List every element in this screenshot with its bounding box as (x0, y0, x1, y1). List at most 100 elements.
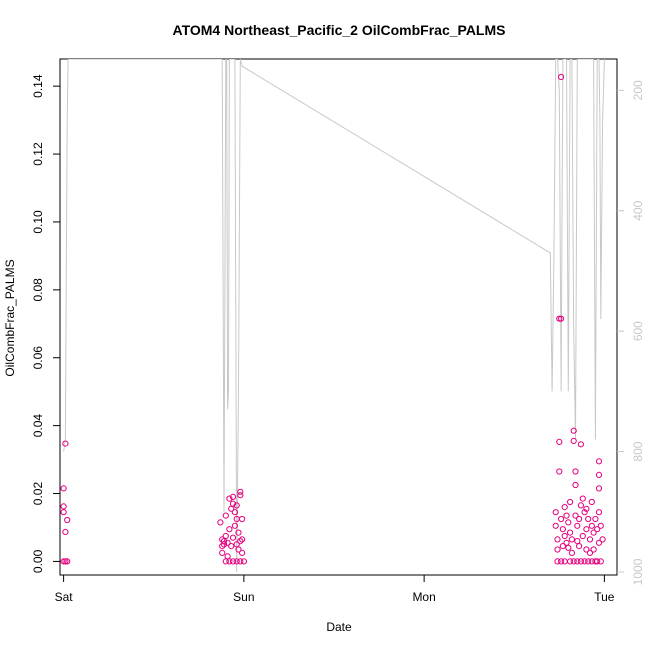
data-point (595, 539, 603, 546)
data-point (595, 458, 603, 465)
data-point (556, 438, 563, 445)
data-point (233, 502, 240, 509)
data-point (237, 558, 244, 565)
data-point (577, 441, 585, 448)
data-point (570, 437, 577, 444)
data-point (561, 504, 568, 511)
data-point (224, 553, 231, 560)
x-axis-label: Date (326, 620, 352, 634)
data-point (558, 558, 565, 565)
data-point (222, 512, 229, 519)
data-point (233, 558, 240, 565)
data-point (563, 512, 570, 519)
x-tick-label: Tue (594, 590, 615, 604)
data-point (229, 534, 237, 541)
data-point (565, 519, 572, 526)
data-point (552, 509, 559, 516)
data-point (570, 427, 577, 434)
data-point (568, 549, 576, 557)
right-tick-label: 400 (631, 200, 645, 220)
data-point (60, 503, 67, 510)
data-point (586, 536, 594, 543)
x-tick-label: Sat (55, 590, 74, 604)
data-point (583, 546, 590, 553)
data-point (577, 502, 585, 509)
data-point (561, 532, 568, 540)
data-point (220, 541, 228, 548)
data-point (583, 505, 590, 512)
data-point (558, 73, 565, 81)
data-point (599, 536, 606, 543)
data-point (594, 526, 601, 533)
y-tick-label: 0.02 (31, 482, 45, 506)
data-point (231, 509, 238, 516)
data-point (558, 315, 565, 322)
data-point (590, 529, 597, 536)
data-point (579, 495, 586, 502)
data-point (239, 536, 246, 543)
data-point (226, 558, 233, 565)
data-point (62, 558, 69, 565)
x-tick-label: Sun (233, 590, 254, 604)
data-point (554, 558, 561, 565)
secondary-series-line (63, 59, 605, 573)
y-tick-label: 0.04 (31, 414, 45, 438)
data-point (235, 546, 242, 553)
plot-frame (59, 58, 618, 576)
x-tick-label: Mon (412, 590, 435, 604)
data-point (561, 558, 568, 565)
data-point (567, 558, 574, 565)
data-point (597, 522, 604, 529)
chart-title: ATOM4 Northeast_Pacific_2 OilCombFrac_PA… (173, 22, 506, 38)
data-point (226, 526, 233, 533)
data-point (554, 546, 561, 553)
data-point (229, 493, 237, 500)
data-point (240, 558, 247, 565)
data-point (595, 485, 603, 492)
data-point (574, 538, 581, 545)
data-point (239, 515, 246, 523)
data-point (64, 558, 71, 565)
data-point (592, 515, 599, 523)
data-point (219, 549, 226, 557)
data-point (231, 522, 238, 529)
data-point (567, 498, 574, 506)
data-point (229, 558, 237, 565)
y-tick-label: 0.00 (31, 549, 45, 573)
data-point (590, 546, 597, 553)
data-point (574, 558, 581, 565)
data-point (588, 522, 595, 529)
data-point (576, 515, 583, 523)
data-point (559, 543, 567, 550)
data-point (229, 500, 237, 507)
data-point (585, 558, 592, 565)
data-point (588, 498, 595, 506)
data-point (224, 539, 231, 546)
data-point (556, 468, 563, 475)
data-point (572, 481, 579, 489)
data-point (60, 509, 67, 516)
data-point (235, 529, 242, 536)
data-point (60, 558, 67, 565)
right-tick-label: 1000 (631, 558, 645, 585)
data-point (594, 558, 601, 565)
y-tick-label: 0.10 (31, 210, 45, 234)
data-point (568, 536, 576, 543)
data-point (579, 532, 586, 540)
data-point (581, 509, 588, 516)
y-tick-label: 0.14 (31, 74, 45, 98)
data-point (222, 532, 229, 540)
data-point (576, 543, 583, 550)
data-point (595, 471, 603, 478)
data-point (572, 468, 579, 475)
data-point (595, 509, 603, 516)
y-tick-label: 0.12 (31, 142, 45, 166)
y-tick-label: 0.08 (31, 278, 45, 302)
data-point (226, 495, 233, 502)
y-tick-label: 0.06 (31, 346, 45, 370)
data-point (237, 538, 244, 545)
data-point (237, 492, 244, 499)
data-point (567, 529, 574, 536)
data-point (64, 516, 71, 524)
